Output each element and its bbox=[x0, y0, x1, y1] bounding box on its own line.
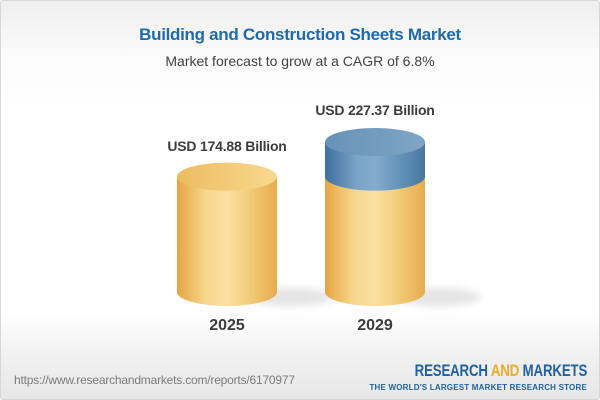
cylinder-segment-body bbox=[325, 176, 425, 292]
research-and-markets-logo: RESEARCH AND MARKETS THE WORLD'S LARGEST… bbox=[366, 362, 587, 392]
value-label-2025: USD 174.88 Billion bbox=[167, 138, 287, 154]
logo-tagline: THE WORLD'S LARGEST MARKET RESEARCH STOR… bbox=[369, 383, 587, 392]
report-url: https://www.researchandmarkets.com/repor… bbox=[14, 373, 295, 387]
logo-word-research: RESEARCH bbox=[414, 361, 488, 380]
cylinders-group bbox=[177, 128, 481, 306]
category-label-2029: 2029 bbox=[357, 317, 393, 334]
logo-wordmark: RESEARCH AND MARKETS bbox=[414, 361, 588, 380]
logo-word-and: AND bbox=[490, 361, 519, 380]
value-label-2029: USD 227.37 Billion bbox=[315, 102, 435, 118]
cylinder-segment-body bbox=[177, 176, 277, 292]
chart-subtitle: Market forecast to grow at a CAGR of 6.8… bbox=[165, 53, 435, 69]
logo-word-markets: MARKETS bbox=[522, 361, 588, 380]
cylinder-top bbox=[177, 162, 277, 191]
cylinder-top bbox=[325, 128, 425, 156]
chart-title: Building and Construction Sheets Market bbox=[139, 25, 461, 44]
category-label-2025: 2025 bbox=[209, 317, 245, 334]
